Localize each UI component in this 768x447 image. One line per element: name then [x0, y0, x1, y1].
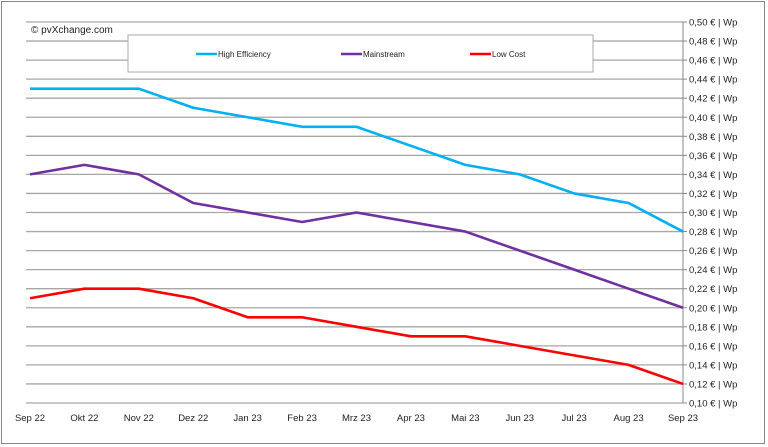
y-tick-label: 0,36 € | Wp	[689, 151, 737, 162]
y-tick-label: 0,32 € | Wp	[689, 189, 737, 200]
y-tick-label: 0,18 € | Wp	[689, 322, 737, 333]
y-tick-label: 0,16 € | Wp	[689, 341, 737, 352]
y-tick-label: 0,22 € | Wp	[689, 284, 737, 295]
x-tick-label: Mrz 23	[342, 413, 371, 424]
y-tick-label: 0,38 € | Wp	[689, 132, 737, 143]
x-tick-label: Aug 23	[614, 413, 644, 424]
y-tick-label: 0,34 € | Wp	[689, 170, 737, 181]
x-tick-label: Okt 22	[70, 413, 98, 424]
x-tick-label: Jan 23	[233, 413, 262, 424]
y-tick-label: 0,14 € | Wp	[689, 360, 737, 371]
y-tick-label: 0,20 € | Wp	[689, 303, 737, 314]
y-tick-label: 0,10 € | Wp	[689, 399, 737, 410]
y-tick-label: 0,28 € | Wp	[689, 227, 737, 238]
series-line-mainstream	[29, 163, 684, 309]
series-line-high-efficiency	[30, 87, 684, 233]
legend-label: High Efficiency	[218, 50, 271, 59]
y-tick-label: 0,24 € | Wp	[689, 265, 737, 276]
legend-label: Mainstream	[363, 50, 405, 59]
y-tick-label: 0,42 € | Wp	[689, 94, 737, 105]
y-tick-label: 0,30 € | Wp	[689, 208, 737, 219]
y-tick-label: 0,26 € | Wp	[689, 246, 737, 257]
x-tick-label: Dez 22	[178, 413, 208, 424]
legend: High Efficiency Mainstream Low Cost	[127, 34, 594, 73]
series-line-low-cost	[29, 287, 684, 386]
y-tick-label: 0,44 € | Wp	[689, 75, 737, 86]
legend-label: Low Cost	[492, 50, 526, 59]
x-tick-label: Mai 23	[451, 413, 480, 424]
y-tick-label: 0,12 € | Wp	[689, 379, 737, 390]
x-tick-label: Sep 23	[668, 413, 698, 424]
x-tick-label: Jun 23	[505, 413, 534, 424]
x-tick-label: Feb 23	[287, 413, 317, 424]
y-tick-label: 0,46 € | Wp	[689, 56, 737, 67]
y-tick-label: 0,50 € | Wp	[689, 18, 737, 29]
x-tick-label: Sep 22	[15, 413, 45, 424]
x-tick-label: Nov 22	[124, 413, 154, 424]
copyright-text: © pvXchange.com	[31, 25, 113, 36]
y-tick-label: 0,48 € | Wp	[689, 37, 737, 48]
y-tick-label: 0,40 € | Wp	[689, 113, 737, 124]
x-tick-label: Apr 23	[397, 413, 425, 424]
x-tick-label: Jul 23	[561, 413, 586, 424]
